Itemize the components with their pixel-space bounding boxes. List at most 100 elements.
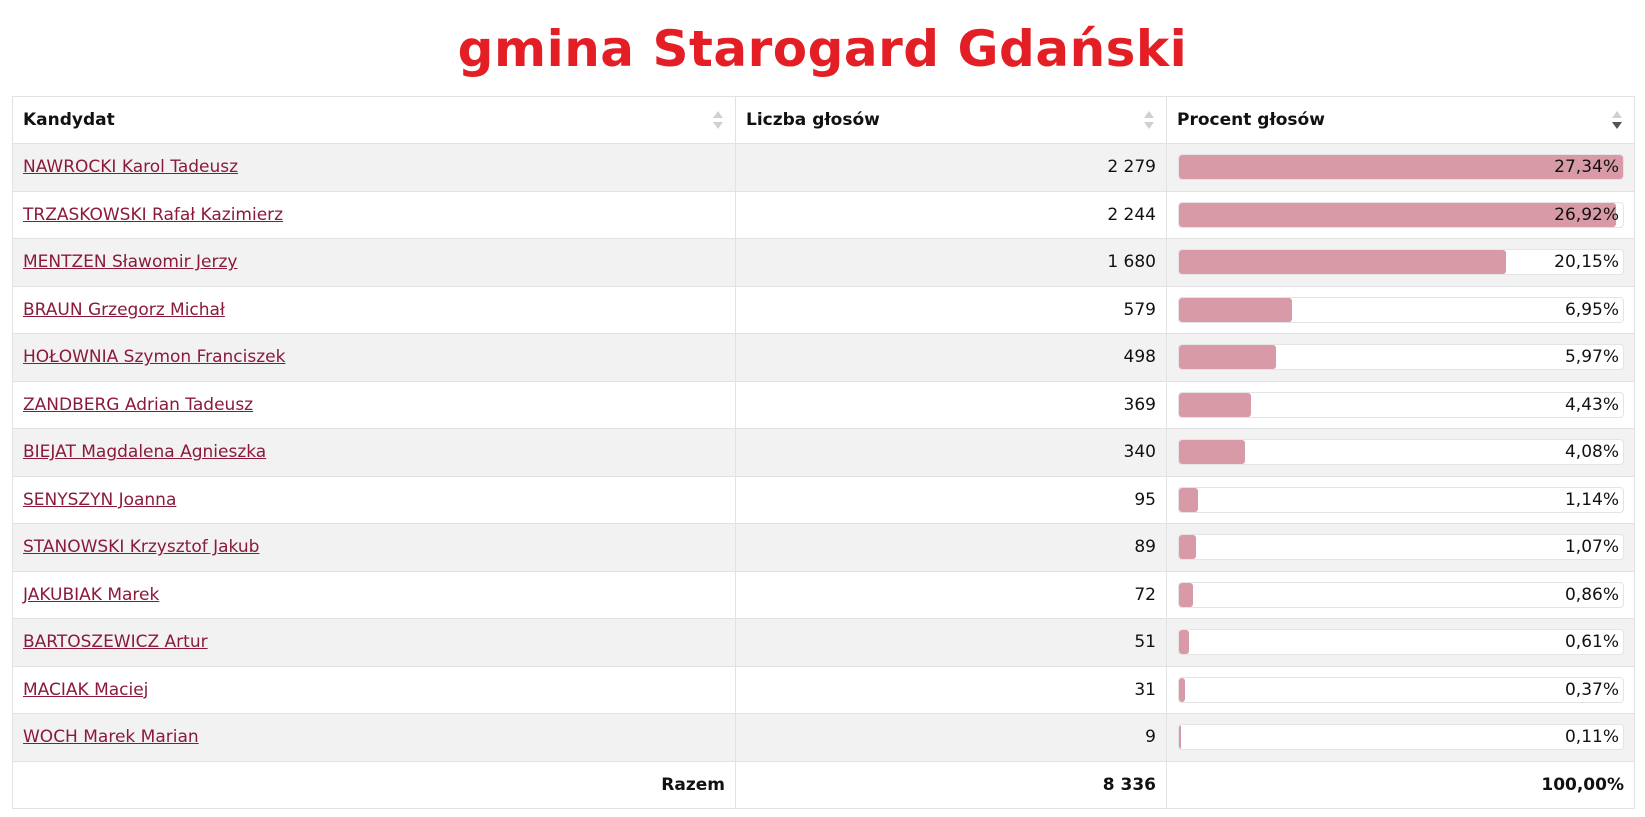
candidate-cell: TRZASKOWSKI Rafał Kazimierz [12,190,736,239]
percent-bar: 0,61% [1178,629,1624,656]
percent-bar-fill [1179,630,1189,655]
percent-cell: 1,14% [1166,475,1635,524]
percent-label: 0,86% [1564,584,1619,605]
table-footer: Razem 8 336 100,00% [12,760,1635,809]
candidate-link[interactable]: STANOWSKI Krzysztof Jakub [23,537,260,558]
percent-cell: 26,92% [1166,190,1635,239]
percent-label: 4,43% [1564,394,1619,415]
candidate-link[interactable]: MENTZEN Sławomir Jerzy [23,252,238,273]
column-header-votes[interactable]: Liczba głosów [735,96,1167,144]
percent-bar-fill [1179,487,1198,512]
candidate-link[interactable]: NAWROCKI Karol Tadeusz [23,157,239,178]
candidate-cell: SENYSZYN Joanna [12,475,736,524]
candidate-link[interactable]: TRZASKOWSKI Rafał Kazimierz [23,204,284,225]
percent-cell: 0,61% [1166,618,1635,667]
votes-cell: 369 [735,380,1167,429]
candidate-link[interactable]: JAKUBIAK Marek [23,584,160,605]
percent-cell: 27,34% [1166,143,1635,192]
candidate-cell: NAWROCKI Karol Tadeusz [12,143,736,192]
percent-bar-fill [1179,725,1181,750]
votes-cell: 498 [735,333,1167,382]
percent-bar: 0,11% [1178,724,1624,751]
page-title: gmina Starogard Gdański [457,20,1188,78]
percent-bar: 0,37% [1178,676,1624,703]
percent-bar: 4,08% [1178,439,1624,466]
candidate-cell: MENTZEN Sławomir Jerzy [12,238,736,287]
candidate-link[interactable]: MACIAK Maciej [23,679,149,700]
votes-cell: 9 [735,713,1167,762]
column-header-candidate[interactable]: Kandydat [12,96,736,144]
column-header-percent[interactable]: Procent głosów [1166,96,1635,144]
total-label: Razem [12,760,736,809]
candidate-cell: JAKUBIAK Marek [12,570,736,619]
percent-bar: 27,34% [1178,154,1624,181]
table-header: Kandydat Liczba głosów Procent głosów [12,96,1635,144]
votes-cell: 89 [735,523,1167,572]
percent-cell: 0,86% [1166,570,1635,619]
sort-icon[interactable] [1144,109,1154,131]
candidate-link[interactable]: BIEJAT Magdalena Agnieszka [23,442,267,463]
table-row: STANOWSKI Krzysztof Jakub 89 1,07% [12,523,1635,572]
candidate-link[interactable]: BARTOSZEWICZ Artur [23,632,208,653]
table-row: MACIAK Maciej 31 0,37% [12,665,1635,714]
candidate-cell: HOŁOWNIA Szymon Franciszek [12,333,736,382]
percent-cell: 5,97% [1166,333,1635,382]
percent-bar-fill [1179,392,1251,417]
percent-label: 26,92% [1554,204,1619,225]
percent-bar: 4,43% [1178,391,1624,418]
candidate-link[interactable]: BRAUN Grzegorz Michał [23,299,225,320]
candidate-link[interactable]: WOCH Marek Marian [23,727,199,748]
candidate-link[interactable]: HOŁOWNIA Szymon Franciszek [23,347,286,368]
table-row: BIEJAT Magdalena Agnieszka 340 4,08% [12,428,1635,477]
percent-label: 5,97% [1564,347,1619,368]
percent-bar-fill [1179,250,1507,275]
votes-cell: 2 279 [735,143,1167,192]
candidate-link[interactable]: SENYSZYN Joanna [23,489,177,510]
votes-cell: 1 680 [735,238,1167,287]
percent-cell: 0,37% [1166,665,1635,714]
percent-bar: 6,95% [1178,296,1624,323]
percent-cell: 4,08% [1166,428,1635,477]
candidate-link[interactable]: ZANDBERG Adrian Tadeusz [23,394,254,415]
candidate-cell: STANOWSKI Krzysztof Jakub [12,523,736,572]
votes-cell: 72 [735,570,1167,619]
percent-bar: 1,07% [1178,534,1624,561]
percent-label: 0,61% [1564,632,1619,653]
table-row: BARTOSZEWICZ Artur 51 0,61% [12,618,1635,667]
percent-label: 4,08% [1564,442,1619,463]
table-body: NAWROCKI Karol Tadeusz 2 279 27,34% TRZASKO… [12,143,1635,762]
percent-bar-fill [1179,202,1617,227]
percent-cell: 1,07% [1166,523,1635,572]
total-percent: 100,00% [1166,760,1635,809]
votes-cell: 95 [735,475,1167,524]
total-row: Razem 8 336 100,00% [12,760,1635,809]
table-row: WOCH Marek Marian 9 0,11% [12,713,1635,762]
votes-cell: 340 [735,428,1167,477]
percent-cell: 20,15% [1166,238,1635,287]
table-row: SENYSZYN Joanna 95 1,14% [12,475,1635,524]
candidate-cell: MACIAK Maciej [12,665,736,714]
percent-bar-fill [1179,582,1193,607]
percent-label: 27,34% [1554,157,1619,178]
percent-bar: 5,97% [1178,344,1624,371]
table-row: BRAUN Grzegorz Michał 579 6,95% [12,285,1635,334]
column-header-votes-label: Liczba głosów [746,110,880,130]
percent-label: 0,37% [1564,679,1619,700]
candidate-cell: BARTOSZEWICZ Artur [12,618,736,667]
percent-label: 6,95% [1564,299,1619,320]
table-row: TRZASKOWSKI Rafał Kazimierz 2 244 26,92% [12,190,1635,239]
votes-cell: 2 244 [735,190,1167,239]
table-row: JAKUBIAK Marek 72 0,86% [12,570,1635,619]
total-votes: 8 336 [735,760,1167,809]
column-header-candidate-label: Kandydat [23,110,115,130]
sort-desc-icon[interactable] [1612,109,1622,131]
table-row: HOŁOWNIA Szymon Franciszek 498 5,97% [12,333,1635,382]
votes-cell: 51 [735,618,1167,667]
percent-cell: 0,11% [1166,713,1635,762]
percent-bar-fill [1179,535,1197,560]
percent-label: 0,11% [1564,727,1619,748]
table-row: ZANDBERG Adrian Tadeusz 369 4,43% [12,380,1635,429]
votes-cell: 579 [735,285,1167,334]
candidate-cell: BRAUN Grzegorz Michał [12,285,736,334]
sort-icon[interactable] [713,109,723,131]
